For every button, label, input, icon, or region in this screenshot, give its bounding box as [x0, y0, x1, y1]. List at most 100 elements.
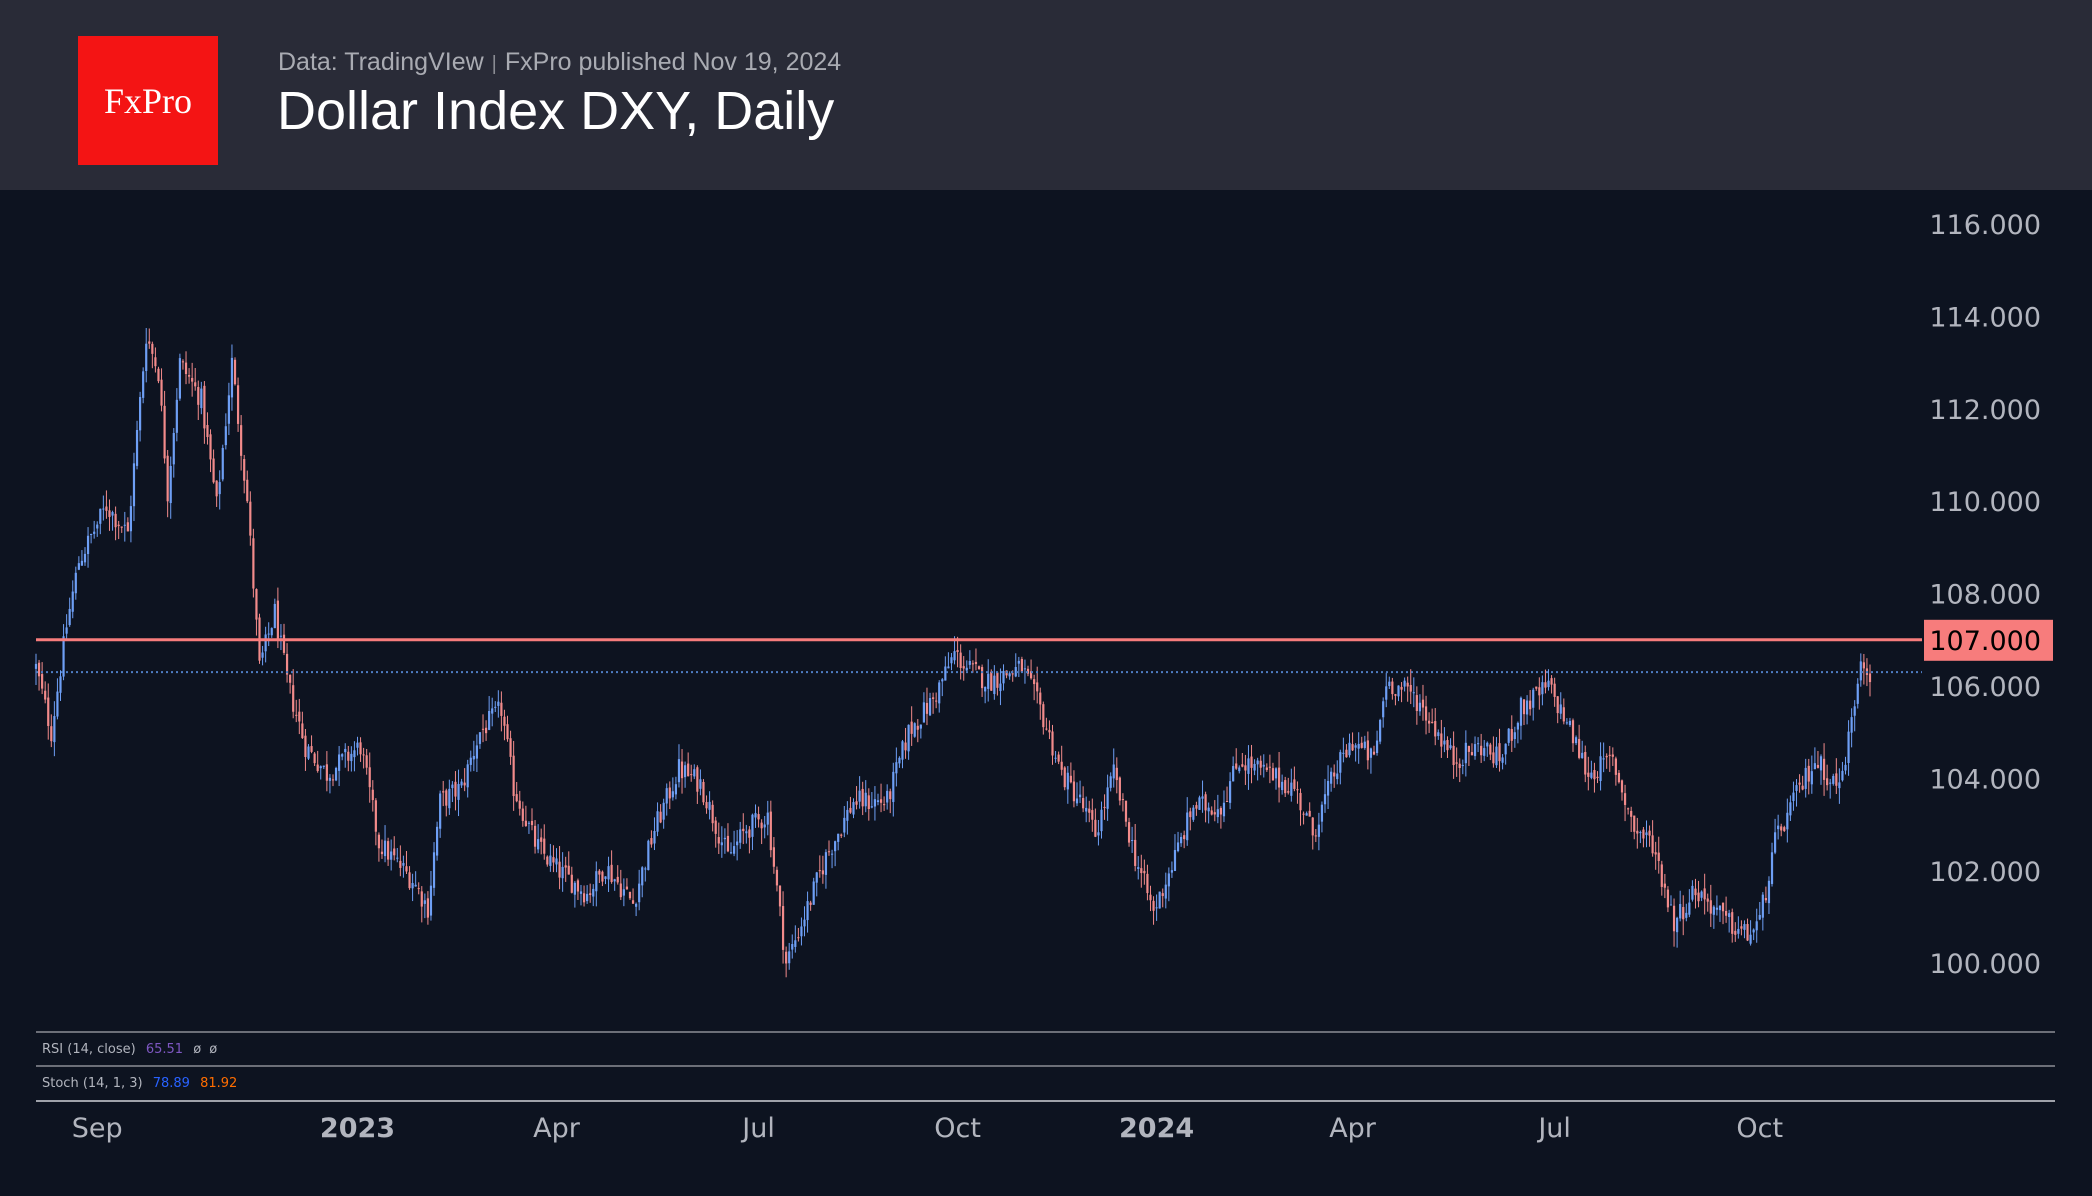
candle-body	[1048, 729, 1051, 733]
candle-body	[1663, 883, 1666, 888]
candle-body	[1158, 891, 1161, 909]
candle-body	[1097, 832, 1100, 836]
candle-body	[408, 872, 411, 889]
candle-body	[849, 807, 852, 813]
candle-body	[1835, 773, 1838, 786]
candle-body	[243, 459, 246, 481]
candle-body	[1228, 781, 1232, 803]
candle-body	[432, 852, 436, 888]
candle-body	[907, 724, 910, 752]
candle-body	[1584, 751, 1587, 775]
candle-body	[852, 802, 855, 815]
candle-body	[396, 857, 399, 859]
candle-body	[1483, 748, 1486, 756]
candle-body	[1688, 902, 1691, 915]
candle-body	[1369, 748, 1373, 758]
candle-body	[338, 754, 341, 771]
time-tick-label: 2023	[320, 1113, 395, 1144]
rsi-value: 65.51	[146, 1042, 183, 1057]
candle-body	[1326, 780, 1330, 796]
candle-body	[855, 801, 858, 805]
candle-body	[1525, 700, 1529, 715]
candle-body	[745, 831, 748, 834]
candle-body	[1051, 731, 1054, 756]
candle-body	[1277, 767, 1281, 788]
candle-body	[1186, 812, 1189, 841]
candle-body	[834, 841, 837, 852]
candle-body	[1091, 810, 1094, 820]
candle-body	[1856, 683, 1859, 704]
candle-body	[1305, 813, 1308, 816]
candle-body	[1777, 825, 1780, 830]
candle-body	[1547, 680, 1550, 688]
candle-body	[916, 725, 919, 730]
candle-body	[1473, 744, 1477, 757]
candle-body	[71, 591, 74, 612]
header: FxPro Data: TradingVIew | FxPro published …	[0, 0, 2092, 190]
price-tick-label: 110.000	[1929, 487, 2041, 518]
candle-body	[524, 820, 527, 827]
candle-body	[295, 714, 298, 716]
candle-body	[647, 840, 650, 871]
candle-body	[1020, 659, 1023, 673]
candle-body	[1287, 791, 1290, 793]
candle-body	[331, 779, 335, 781]
candle-body	[1284, 780, 1287, 794]
candle-body	[1216, 809, 1219, 818]
candle-body	[1648, 830, 1651, 836]
candle-body	[96, 524, 99, 529]
candle-body	[362, 754, 365, 756]
candle-body	[1029, 671, 1033, 679]
candle-body	[325, 764, 328, 781]
candle-body	[252, 538, 255, 589]
candle-body	[313, 753, 316, 764]
candle-body	[1418, 702, 1422, 712]
candle-body	[1443, 740, 1446, 745]
level-price-badge	[1924, 619, 2053, 661]
candle-body	[1562, 707, 1565, 722]
candle-body	[971, 663, 975, 665]
candle-body	[947, 666, 950, 669]
candle-body	[607, 866, 610, 880]
candle-body	[1140, 868, 1143, 874]
candle-body	[93, 531, 96, 534]
candle-body	[1862, 662, 1865, 669]
candle-body	[898, 757, 901, 764]
candle-body	[830, 853, 834, 855]
candle-body	[350, 753, 353, 762]
candle-body	[439, 793, 442, 829]
candle-body	[420, 891, 423, 907]
candle-body	[950, 657, 953, 664]
candle-body	[558, 861, 561, 878]
candle-body	[509, 738, 512, 757]
candle-body	[1581, 752, 1584, 759]
candle-body	[867, 795, 870, 810]
candle-body	[729, 852, 733, 854]
candle-body	[711, 804, 714, 824]
candle-body	[411, 883, 414, 889]
candle-body	[1700, 891, 1703, 898]
candle-body	[145, 343, 148, 372]
price-tick-label: 116.000	[1929, 210, 2041, 241]
candle-body	[359, 742, 362, 755]
candle-body	[540, 837, 543, 842]
candle-body	[472, 755, 475, 760]
candles	[34, 328, 1872, 978]
candle-body	[1198, 797, 1201, 810]
candle-body	[1498, 743, 1501, 762]
candle-body	[310, 746, 313, 752]
candle-body	[86, 535, 90, 555]
candle-body	[1008, 673, 1011, 677]
candle-body	[1801, 785, 1804, 790]
candle-body	[1749, 934, 1752, 944]
candle-body	[846, 809, 849, 821]
candle-body	[840, 834, 843, 836]
candle-body	[1642, 829, 1645, 839]
candle-body	[527, 822, 531, 824]
candle-body	[1400, 686, 1403, 690]
candle-body	[1452, 745, 1455, 766]
candle-body	[151, 343, 154, 354]
candle-body	[460, 781, 463, 786]
candle-body	[1571, 720, 1575, 744]
